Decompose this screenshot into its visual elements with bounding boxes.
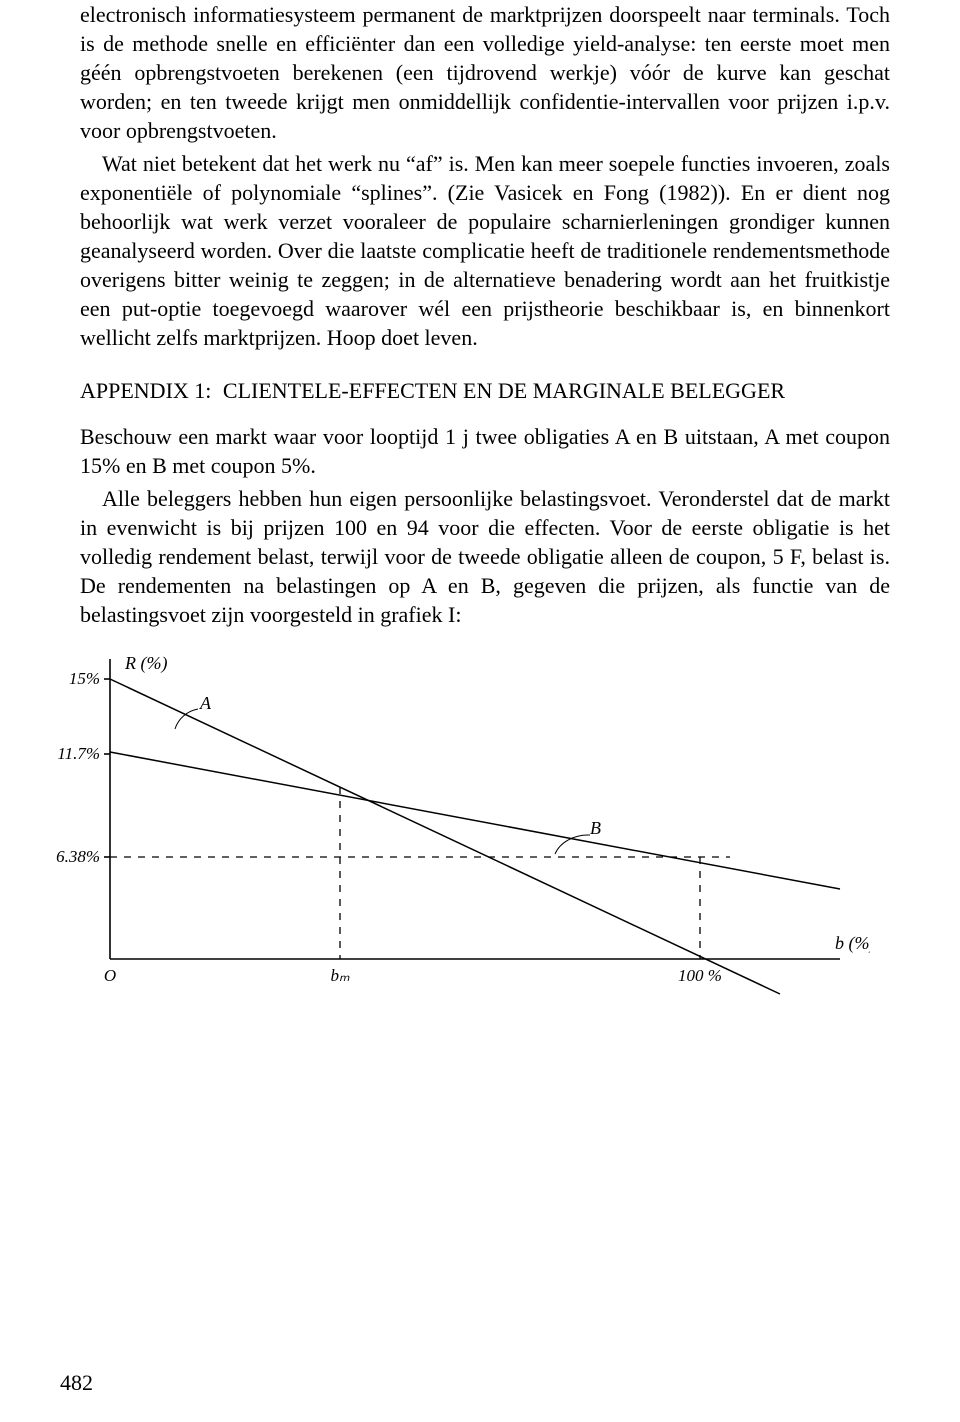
svg-text:100 %: 100 % — [678, 966, 722, 985]
yield-chart: R (%) b (%) 15% 11.7% 6.38% Obₘ 100 % A B — [50, 639, 870, 1009]
body-paragraph-2: Wat niet betekent dat het werk nu “af” i… — [80, 149, 890, 352]
page-number: 482 — [60, 1370, 93, 1396]
appendix-paragraph-b: Alle beleggers hebben hun eigen persoonl… — [80, 484, 890, 629]
chart-container: R (%) b (%) 15% 11.7% 6.38% Obₘ 100 % A B — [50, 639, 890, 1014]
svg-text:A: A — [199, 693, 212, 713]
appendix-rest: CLIENTELE-EFFECTEN EN DE MARGINALE BELEG… — [223, 376, 785, 406]
svg-text:O: O — [104, 966, 116, 985]
appendix-paragraph-a: Beschouw een markt waar voor looptijd 1 … — [80, 422, 890, 480]
svg-text:11.7%: 11.7% — [57, 744, 100, 763]
body-paragraph-1: electronisch informatiesysteem permanent… — [80, 0, 890, 145]
svg-text:6.38%: 6.38% — [56, 847, 100, 866]
appendix-lead: APPENDIX 1: — [80, 376, 211, 406]
svg-text:bₘ: bₘ — [330, 966, 350, 985]
svg-text:b (%): b (%) — [835, 933, 870, 954]
svg-text:B: B — [590, 818, 601, 838]
svg-text:R (%): R (%) — [124, 653, 167, 674]
svg-text:15%: 15% — [69, 669, 100, 688]
appendix-heading: APPENDIX 1: CLIENTELE-EFFECTEN EN DE MAR… — [80, 376, 890, 406]
